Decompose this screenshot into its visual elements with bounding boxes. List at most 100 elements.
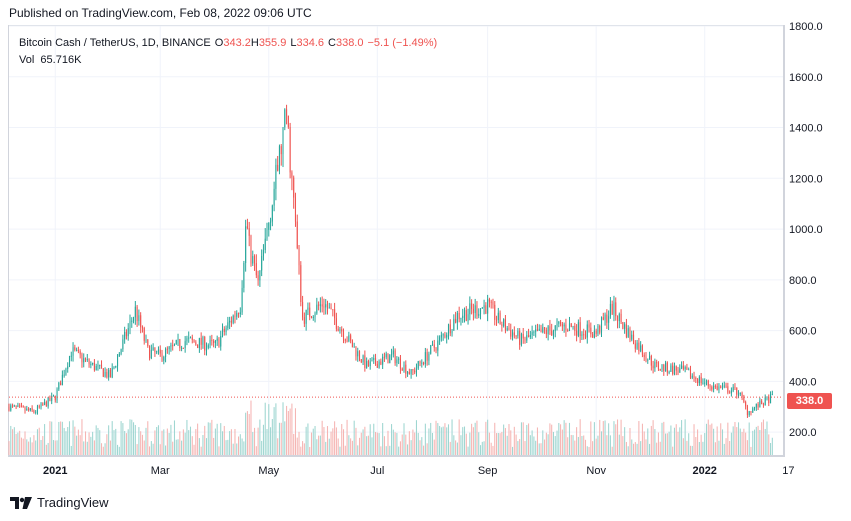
candle-body xyxy=(757,403,759,408)
volume-bar xyxy=(385,446,387,455)
candle-body xyxy=(133,317,135,321)
candle-body xyxy=(609,303,611,317)
candle-body xyxy=(431,344,434,346)
candle-body xyxy=(714,385,716,387)
candle-body xyxy=(398,358,400,360)
candle-body xyxy=(392,350,394,355)
volume-bar xyxy=(195,429,197,455)
candle-body xyxy=(165,348,167,358)
candle-body xyxy=(426,352,428,361)
candle-body xyxy=(220,336,222,347)
candle-body xyxy=(645,356,647,361)
candle-body xyxy=(202,336,204,345)
candle-body xyxy=(595,330,597,334)
chart-pane[interactable] xyxy=(8,25,784,456)
footer-brand[interactable]: TradingView xyxy=(10,495,109,510)
volume-bar xyxy=(435,420,437,455)
volume-bar xyxy=(49,421,51,455)
volume-bar xyxy=(620,419,622,455)
candle-body xyxy=(42,403,44,405)
price-axis-border xyxy=(784,25,785,456)
candle-body xyxy=(659,369,661,371)
volume-bar xyxy=(330,431,332,455)
candle-body xyxy=(748,411,750,415)
price-axis-label: 1600.0 xyxy=(789,72,823,84)
candle-body xyxy=(753,407,756,409)
candle-body xyxy=(492,301,494,305)
volume-bar xyxy=(106,434,108,455)
volume-bar xyxy=(209,422,211,455)
candle-body xyxy=(586,324,588,338)
volume-bar xyxy=(549,423,551,455)
candle-body xyxy=(63,374,65,376)
candle-body xyxy=(761,400,763,405)
candle-body xyxy=(257,275,259,281)
candle-body xyxy=(490,301,492,303)
candle-body xyxy=(643,354,645,357)
volume-bar xyxy=(268,404,270,455)
volume-bar xyxy=(26,439,28,455)
candle-body xyxy=(154,347,156,353)
volume-bar xyxy=(497,433,499,455)
candle-body xyxy=(205,347,208,351)
volume-bar xyxy=(581,435,583,455)
volume-bar xyxy=(700,434,702,455)
candle-body xyxy=(125,331,127,337)
candle-body xyxy=(366,361,368,369)
candle-body xyxy=(74,347,76,351)
volume-bar xyxy=(207,422,209,455)
candle-body xyxy=(565,324,567,331)
volume-bar xyxy=(474,422,476,455)
candle-body xyxy=(309,307,311,317)
candle-body xyxy=(572,325,574,327)
candle-body xyxy=(248,228,250,236)
volume-bar xyxy=(695,437,697,455)
candle-body xyxy=(424,352,426,365)
volume-bar xyxy=(362,429,364,455)
candle-body xyxy=(360,359,362,363)
volume-bar xyxy=(241,438,243,455)
candle-body xyxy=(545,330,547,335)
volume-bar xyxy=(725,438,727,455)
candle-body xyxy=(519,330,521,345)
candle-body xyxy=(616,316,619,322)
volume-bar xyxy=(52,440,55,455)
volume-bar xyxy=(447,424,450,455)
candle-body xyxy=(568,323,571,331)
volume-bar xyxy=(714,442,716,455)
volume-bar xyxy=(22,438,24,455)
volume-bar xyxy=(200,446,202,455)
volume-bar xyxy=(561,429,563,455)
volume-bar xyxy=(40,439,42,455)
volume-bar xyxy=(412,429,414,455)
candle-body xyxy=(204,336,206,351)
candle-body xyxy=(108,369,110,378)
volume-bar xyxy=(296,437,298,455)
volume-bar xyxy=(344,445,346,455)
candle-body xyxy=(469,303,471,315)
volume-bar xyxy=(278,422,280,455)
candle-body xyxy=(560,321,562,324)
candle-body xyxy=(234,315,236,317)
volume-bar xyxy=(289,408,291,455)
volume-bar xyxy=(522,422,524,455)
volume-bar xyxy=(172,441,174,455)
volume-bar xyxy=(462,427,464,455)
volume-bar xyxy=(584,439,587,455)
volume-bar xyxy=(641,423,643,455)
volume-bar xyxy=(618,434,620,455)
candle-body xyxy=(460,318,462,320)
candle-body xyxy=(684,366,686,370)
candle-body xyxy=(147,339,149,346)
volume-bar xyxy=(650,425,652,455)
candle-body xyxy=(401,368,403,371)
volume-bar xyxy=(545,432,547,455)
volume-bar xyxy=(229,431,231,455)
candle-body xyxy=(52,395,55,397)
volume-bar xyxy=(102,446,104,455)
volume-bar xyxy=(182,429,184,455)
volume-bar xyxy=(214,428,216,455)
candle-body xyxy=(79,351,81,355)
candle-body xyxy=(291,172,293,178)
